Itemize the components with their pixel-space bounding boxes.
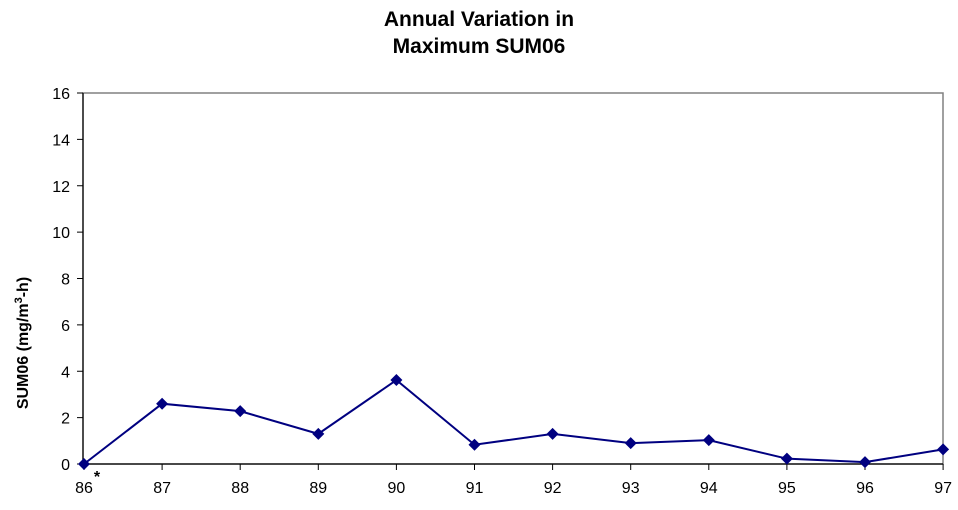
series-line	[83, 378, 944, 465]
chart-title: Annual Variation in Maximum SUM06	[0, 6, 958, 60]
annotation-asterisk: *	[94, 469, 101, 486]
x-tick-label: 92	[544, 480, 562, 497]
y-axis-title-main: SUM06 (mg/m	[15, 303, 32, 409]
x-tick-label: 91	[466, 480, 484, 497]
chart-title-line-1: Annual Variation in	[383, 8, 575, 31]
y-tick-label: 2	[61, 411, 70, 428]
y-axis: 0 2 4 6 8 10 12 14 16	[52, 86, 84, 474]
y-tick-label: 8	[61, 272, 70, 289]
y-tick-label: 12	[52, 179, 70, 196]
data-point	[702, 434, 715, 447]
y-tick-label: 0	[61, 457, 70, 474]
y-tick-label: 6	[61, 318, 70, 335]
x-tick-label: 95	[778, 480, 796, 497]
data-point	[312, 427, 325, 440]
y-tick-label: 4	[61, 364, 70, 381]
data-point	[624, 437, 637, 450]
data-point	[390, 374, 403, 387]
x-tick-label: 87	[153, 480, 171, 497]
x-tick-label: 94	[700, 480, 718, 497]
data-point	[156, 397, 169, 410]
x-tick-label: 88	[231, 480, 249, 497]
y-tick-label: 16	[52, 86, 70, 103]
data-point	[937, 443, 950, 456]
y-axis-title-suffix: -h)	[15, 277, 32, 297]
x-tick-label: 97	[934, 480, 952, 497]
data-point	[780, 452, 793, 465]
x-tick-label: 89	[309, 480, 327, 497]
x-axis: 86 87 88 89 90 91 92 93 94 95 96 97 *	[75, 463, 952, 497]
x-tick-label: 93	[622, 480, 640, 497]
data-point	[78, 458, 90, 470]
chart-title-line-2: Maximum SUM06	[392, 35, 566, 58]
data-point	[859, 456, 871, 469]
y-tick-label: 10	[52, 225, 70, 242]
y-tick-label: 14	[52, 132, 70, 149]
series-layer	[78, 374, 950, 470]
x-tick-label: 90	[388, 480, 406, 497]
x-tick-label: 86	[75, 480, 93, 497]
y-axis-title-superscript: 3	[13, 297, 25, 303]
data-point	[234, 405, 247, 418]
data-point	[468, 438, 481, 451]
y-axis-title: SUM06 (mg/m3-h)	[13, 277, 32, 409]
x-tick-label: 96	[856, 480, 874, 497]
data-point	[546, 427, 559, 440]
